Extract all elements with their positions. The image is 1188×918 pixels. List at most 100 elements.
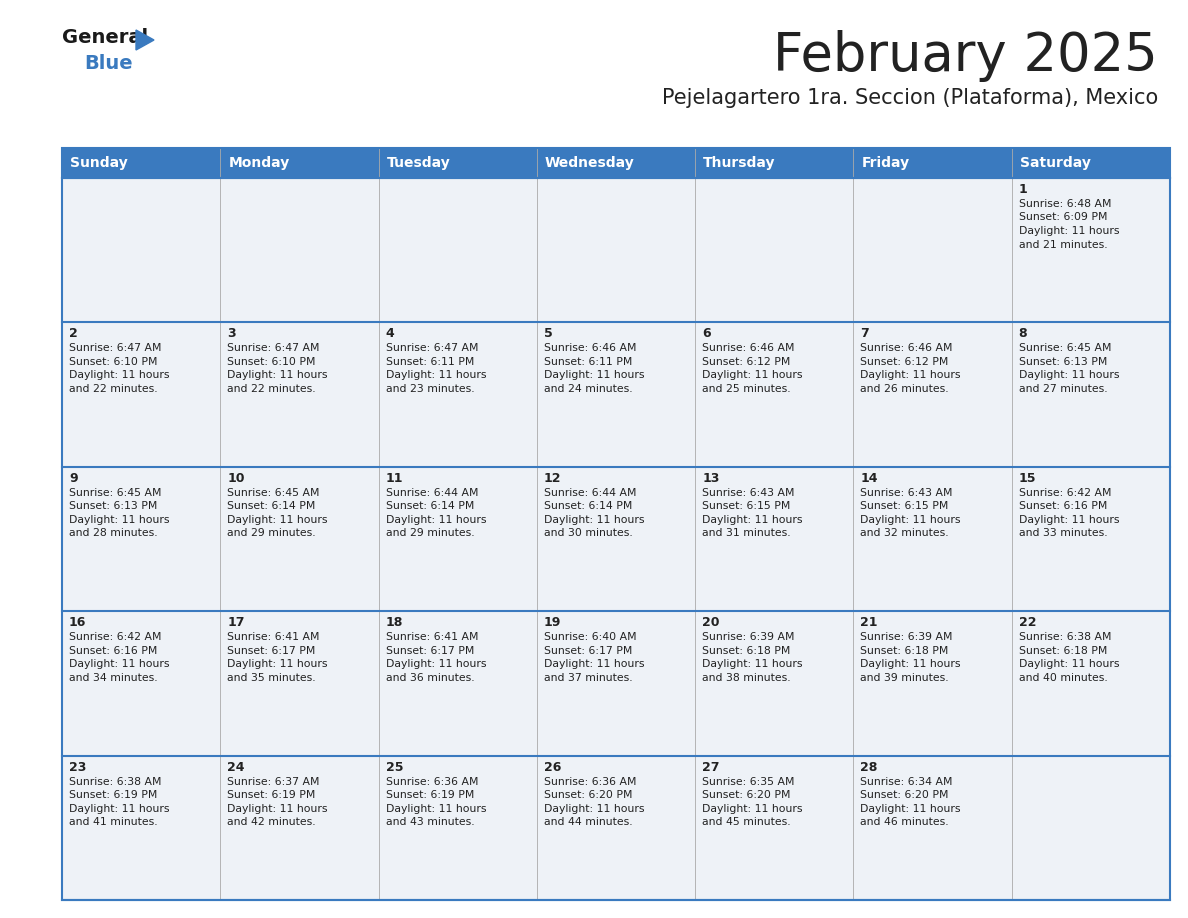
- Text: Daylight: 11 hours: Daylight: 11 hours: [386, 659, 486, 669]
- Text: Sunset: 6:10 PM: Sunset: 6:10 PM: [227, 357, 316, 367]
- Text: Daylight: 11 hours: Daylight: 11 hours: [69, 803, 170, 813]
- Text: and 43 minutes.: and 43 minutes.: [386, 817, 474, 827]
- Text: and 39 minutes.: and 39 minutes.: [860, 673, 949, 683]
- Text: Daylight: 11 hours: Daylight: 11 hours: [702, 803, 803, 813]
- Bar: [62, 611, 220, 756]
- Text: Daylight: 11 hours: Daylight: 11 hours: [860, 803, 961, 813]
- Text: Daylight: 11 hours: Daylight: 11 hours: [544, 515, 644, 525]
- Text: 11: 11: [386, 472, 403, 485]
- Text: Sunset: 6:11 PM: Sunset: 6:11 PM: [386, 357, 474, 367]
- Text: and 44 minutes.: and 44 minutes.: [544, 817, 632, 827]
- Text: Daylight: 11 hours: Daylight: 11 hours: [860, 659, 961, 669]
- Text: and 28 minutes.: and 28 minutes.: [69, 528, 158, 538]
- Text: Sunset: 6:19 PM: Sunset: 6:19 PM: [386, 790, 474, 800]
- Text: Sunrise: 6:37 AM: Sunrise: 6:37 AM: [227, 777, 320, 787]
- Text: Sunset: 6:18 PM: Sunset: 6:18 PM: [1019, 645, 1107, 655]
- Text: Sunset: 6:20 PM: Sunset: 6:20 PM: [860, 790, 949, 800]
- Bar: [695, 178, 853, 322]
- Text: Sunrise: 6:45 AM: Sunrise: 6:45 AM: [227, 487, 320, 498]
- Text: Sunset: 6:18 PM: Sunset: 6:18 PM: [860, 645, 949, 655]
- Bar: [853, 148, 1012, 178]
- Text: Daylight: 11 hours: Daylight: 11 hours: [69, 515, 170, 525]
- Text: Sunrise: 6:46 AM: Sunrise: 6:46 AM: [702, 343, 795, 353]
- Text: Sunset: 6:17 PM: Sunset: 6:17 PM: [544, 645, 632, 655]
- Text: Sunrise: 6:36 AM: Sunrise: 6:36 AM: [544, 777, 637, 787]
- Bar: [62, 178, 220, 322]
- Bar: [379, 322, 537, 466]
- Text: Sunset: 6:11 PM: Sunset: 6:11 PM: [544, 357, 632, 367]
- Bar: [537, 466, 695, 611]
- Text: and 32 minutes.: and 32 minutes.: [860, 528, 949, 538]
- Bar: [853, 756, 1012, 900]
- Text: Sunrise: 6:47 AM: Sunrise: 6:47 AM: [386, 343, 478, 353]
- Bar: [695, 322, 853, 466]
- Text: 25: 25: [386, 761, 403, 774]
- Text: Monday: Monday: [228, 156, 290, 170]
- Text: Daylight: 11 hours: Daylight: 11 hours: [860, 370, 961, 380]
- Text: 19: 19: [544, 616, 561, 629]
- Text: Sunrise: 6:45 AM: Sunrise: 6:45 AM: [69, 487, 162, 498]
- Text: Sunset: 6:17 PM: Sunset: 6:17 PM: [227, 645, 316, 655]
- Text: Friday: Friday: [861, 156, 910, 170]
- Text: 10: 10: [227, 472, 245, 485]
- Text: Daylight: 11 hours: Daylight: 11 hours: [702, 515, 803, 525]
- Bar: [379, 148, 537, 178]
- Text: and 29 minutes.: and 29 minutes.: [227, 528, 316, 538]
- Text: Sunrise: 6:42 AM: Sunrise: 6:42 AM: [69, 633, 162, 643]
- Text: 4: 4: [386, 328, 394, 341]
- Bar: [220, 322, 379, 466]
- Text: and 33 minutes.: and 33 minutes.: [1019, 528, 1107, 538]
- Text: 5: 5: [544, 328, 552, 341]
- Bar: [379, 178, 537, 322]
- Text: and 31 minutes.: and 31 minutes.: [702, 528, 791, 538]
- Bar: [62, 756, 220, 900]
- Bar: [62, 466, 220, 611]
- Text: Daylight: 11 hours: Daylight: 11 hours: [544, 803, 644, 813]
- Bar: [62, 148, 220, 178]
- Bar: [537, 322, 695, 466]
- Bar: [1012, 178, 1170, 322]
- Text: Sunset: 6:20 PM: Sunset: 6:20 PM: [702, 790, 791, 800]
- Text: and 41 minutes.: and 41 minutes.: [69, 817, 158, 827]
- Bar: [537, 611, 695, 756]
- Text: Sunrise: 6:41 AM: Sunrise: 6:41 AM: [227, 633, 320, 643]
- Text: Sunset: 6:16 PM: Sunset: 6:16 PM: [69, 645, 157, 655]
- Text: Daylight: 11 hours: Daylight: 11 hours: [702, 370, 803, 380]
- Bar: [220, 611, 379, 756]
- Text: February 2025: February 2025: [773, 30, 1158, 82]
- Bar: [379, 611, 537, 756]
- Text: Sunset: 6:12 PM: Sunset: 6:12 PM: [702, 357, 790, 367]
- Text: Pejelagartero 1ra. Seccion (Plataforma), Mexico: Pejelagartero 1ra. Seccion (Plataforma),…: [662, 88, 1158, 108]
- Bar: [537, 756, 695, 900]
- Text: Sunset: 6:19 PM: Sunset: 6:19 PM: [227, 790, 316, 800]
- Bar: [1012, 322, 1170, 466]
- Text: and 25 minutes.: and 25 minutes.: [702, 384, 791, 394]
- Text: Sunrise: 6:48 AM: Sunrise: 6:48 AM: [1019, 199, 1111, 209]
- Text: Sunset: 6:13 PM: Sunset: 6:13 PM: [69, 501, 157, 511]
- Text: Sunday: Sunday: [70, 156, 128, 170]
- Text: Sunrise: 6:44 AM: Sunrise: 6:44 AM: [544, 487, 637, 498]
- Text: 7: 7: [860, 328, 870, 341]
- Text: 26: 26: [544, 761, 561, 774]
- Text: General: General: [62, 28, 148, 47]
- Bar: [1012, 756, 1170, 900]
- Text: Sunset: 6:19 PM: Sunset: 6:19 PM: [69, 790, 157, 800]
- Text: 1: 1: [1019, 183, 1028, 196]
- Text: Sunrise: 6:35 AM: Sunrise: 6:35 AM: [702, 777, 795, 787]
- Text: Sunset: 6:15 PM: Sunset: 6:15 PM: [702, 501, 790, 511]
- Bar: [537, 148, 695, 178]
- Text: Daylight: 11 hours: Daylight: 11 hours: [69, 370, 170, 380]
- Text: Wednesday: Wednesday: [545, 156, 634, 170]
- Text: Tuesday: Tuesday: [386, 156, 450, 170]
- Text: Daylight: 11 hours: Daylight: 11 hours: [227, 515, 328, 525]
- Text: Thursday: Thursday: [703, 156, 776, 170]
- Text: and 21 minutes.: and 21 minutes.: [1019, 240, 1107, 250]
- Bar: [853, 322, 1012, 466]
- Text: 23: 23: [69, 761, 87, 774]
- Text: Sunrise: 6:44 AM: Sunrise: 6:44 AM: [386, 487, 478, 498]
- Text: and 22 minutes.: and 22 minutes.: [227, 384, 316, 394]
- Text: 15: 15: [1019, 472, 1036, 485]
- Bar: [853, 611, 1012, 756]
- Text: 2: 2: [69, 328, 77, 341]
- Text: 13: 13: [702, 472, 720, 485]
